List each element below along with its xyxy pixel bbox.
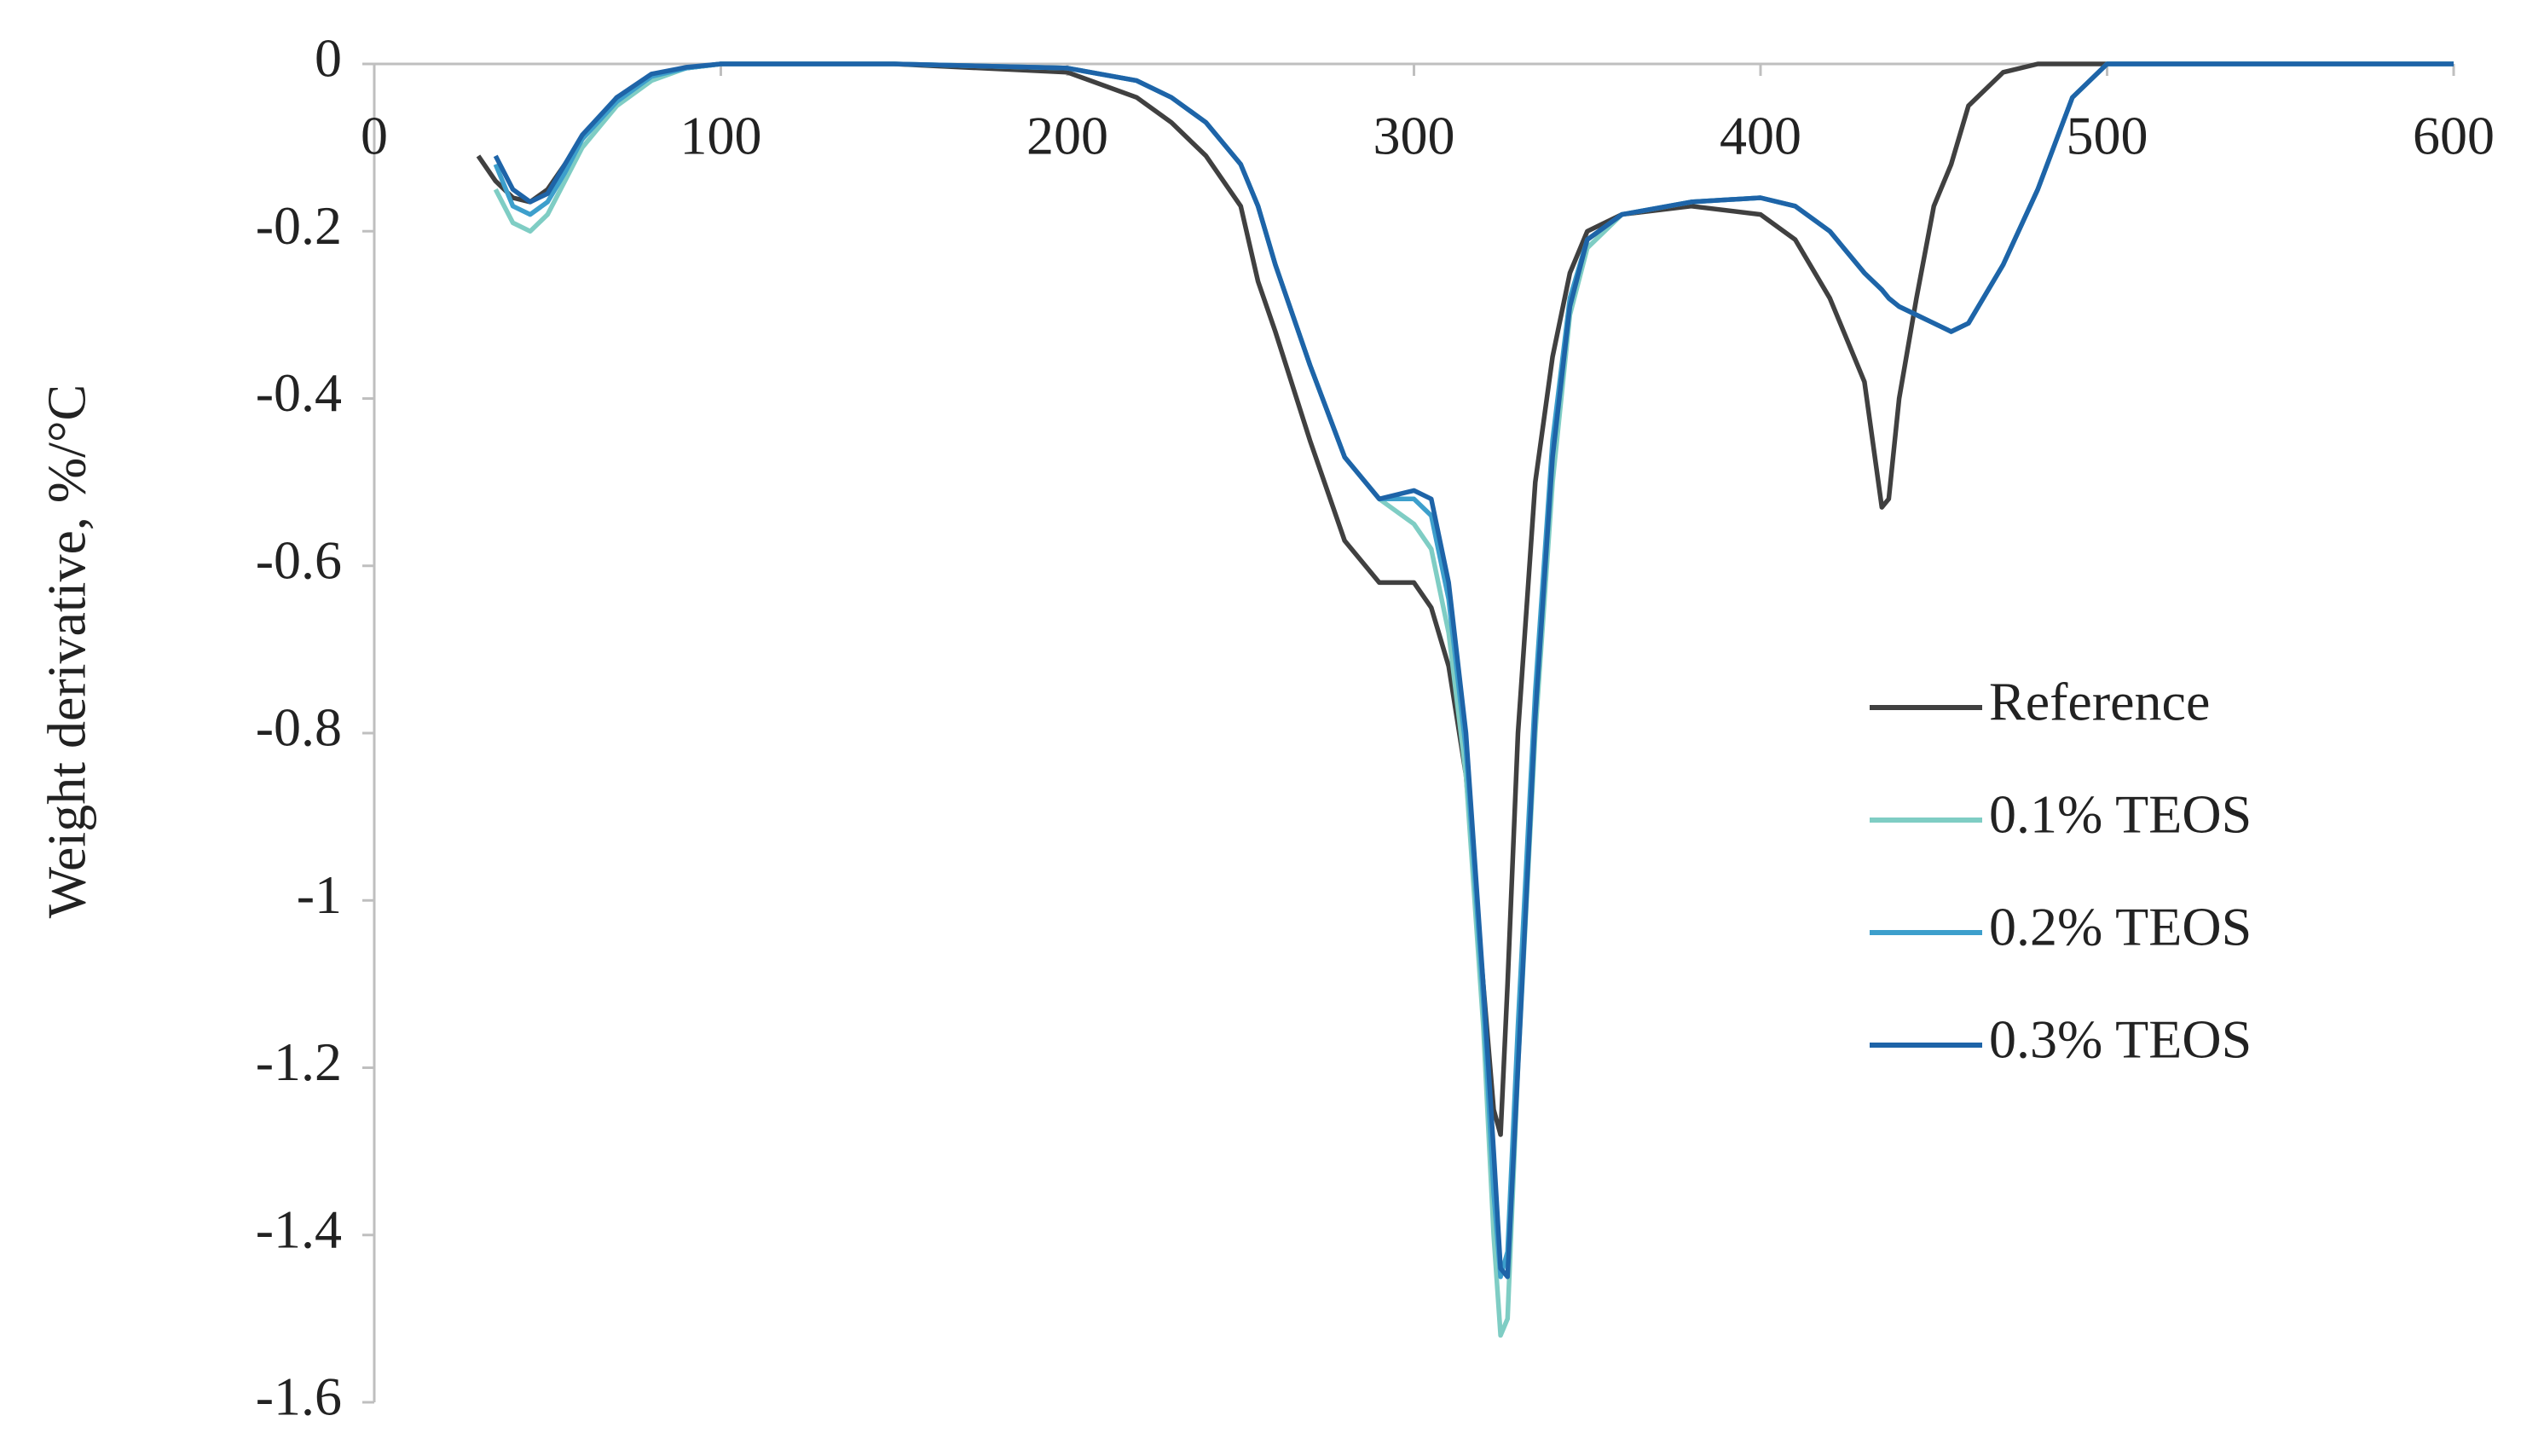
legend-label: Reference [1989, 672, 2210, 732]
series-line [493, 61, 2454, 1280]
x-tick-label: 200 [1026, 106, 1108, 166]
y-axis-label: Weight derivative, %/°C [37, 384, 97, 919]
y-tick-label: -1 [297, 864, 342, 925]
series-line [476, 61, 2454, 1137]
legend-label: 0.1% TEOS [1989, 784, 2252, 845]
legend-label: 0.2% TEOS [1989, 897, 2252, 957]
x-tick-label: 300 [1373, 106, 1455, 166]
legend-label: 0.3% TEOS [1989, 1009, 2252, 1070]
x-tick-label: 500 [2067, 106, 2148, 166]
y-tick-label: -1.4 [256, 1199, 342, 1259]
y-tick-label: -1.6 [256, 1366, 342, 1427]
y-tick-label: 0 [315, 28, 342, 89]
y-tick-label: -0.2 [256, 195, 342, 256]
x-tick-label: 400 [1720, 106, 1801, 166]
y-tick-label: -0.6 [256, 529, 342, 590]
x-tick-label: 600 [2413, 106, 2495, 166]
x-tick-label: 100 [680, 106, 762, 166]
y-tick-label: -0.8 [256, 697, 342, 758]
y-tick-label: -1.2 [256, 1031, 342, 1092]
series-line [493, 61, 2454, 1280]
x-tick-label: 0 [361, 106, 388, 166]
y-tick-label: -0.4 [256, 362, 342, 423]
